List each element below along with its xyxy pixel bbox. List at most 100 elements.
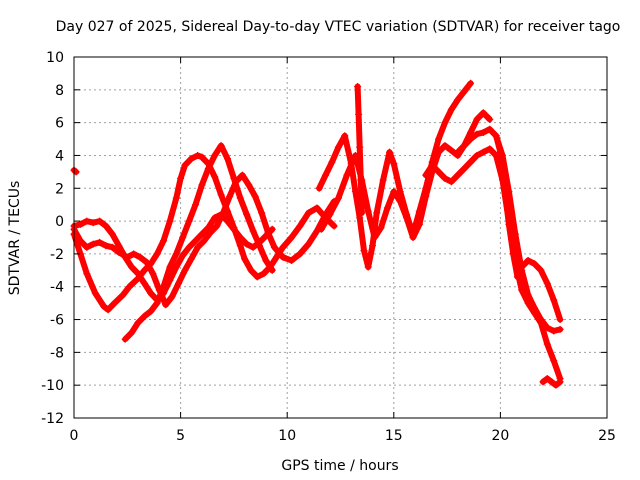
data-point-marker [115, 242, 123, 250]
y-tick-label: -4 [50, 280, 64, 296]
data-point-marker [172, 263, 180, 271]
data-point-marker [543, 340, 551, 348]
series-trace [316, 80, 474, 270]
data-point-marker [179, 234, 187, 241]
data-point-marker [236, 194, 244, 202]
data-point-marker [217, 191, 225, 199]
data-point-marker [390, 188, 398, 196]
data-point-marker [467, 128, 475, 136]
plot-frame [73, 56, 608, 419]
data-point-marker [343, 171, 351, 179]
data-point-marker [287, 256, 295, 264]
data-point-marker [441, 142, 449, 150]
data-point-marker [328, 158, 336, 166]
data-point-marker [136, 253, 144, 261]
data-point-marker [492, 132, 500, 140]
series-trace [71, 211, 276, 303]
data-point-marker [422, 192, 430, 200]
data-point-marker [236, 242, 244, 250]
data-point-marker [140, 312, 148, 320]
data-point-marker [166, 276, 174, 284]
data-point-marker [334, 143, 342, 151]
axis-ticks [73, 56, 608, 419]
data-point-marker [496, 148, 504, 156]
data-point-marker [313, 204, 321, 212]
data-point-marker [364, 207, 372, 215]
data-point-marker [245, 181, 253, 189]
data-point-marker [249, 227, 257, 235]
data-point-marker [268, 225, 276, 233]
data-point-marker [140, 279, 148, 287]
data-point-marker [501, 184, 509, 192]
data-point-marker [396, 197, 404, 205]
series-track-c [121, 142, 276, 343]
data-point-marker [198, 230, 206, 238]
data-point-marker [206, 229, 214, 237]
y-axis-label: SDTVAR / TECUs [7, 181, 23, 296]
data-point-marker [305, 209, 313, 217]
data-point-marker [168, 293, 176, 301]
series-track-g [354, 83, 366, 217]
data-point-marker [305, 240, 313, 248]
data-point-marker [360, 247, 368, 255]
data-point-marker [149, 270, 157, 278]
data-point-marker [230, 174, 238, 182]
data-point-marker [192, 201, 200, 209]
data-point-marker [198, 153, 206, 161]
data-point-marker [524, 256, 532, 264]
data-point-marker [296, 222, 304, 230]
data-point-marker [386, 148, 394, 156]
data-point-marker [322, 171, 330, 179]
data-point-marker [479, 128, 487, 136]
data-point-marker [236, 234, 244, 241]
data-point-marker [121, 335, 129, 343]
data-point-marker [255, 238, 263, 246]
data-point-marker [435, 168, 443, 176]
data-point-marker [270, 243, 278, 251]
data-point-marker [217, 142, 225, 150]
data-point-marker [177, 174, 185, 182]
data-point-marker [351, 188, 359, 196]
data-point-marker [147, 289, 155, 297]
data-point-marker [226, 192, 234, 200]
data-point-marker [96, 238, 104, 246]
data-point-marker [396, 188, 404, 196]
data-point-marker [524, 299, 532, 307]
data-point-marker [211, 214, 219, 222]
data-series [70, 79, 564, 389]
data-point-marker [315, 184, 323, 192]
data-point-marker [317, 225, 325, 233]
data-point-marker [383, 204, 391, 212]
data-point-marker [550, 327, 558, 335]
x-tick-label: 20 [491, 428, 509, 444]
data-point-marker [513, 273, 521, 281]
data-point-marker [102, 222, 110, 230]
data-point-marker [172, 194, 180, 202]
data-point-marker [211, 173, 219, 181]
series-track-e [315, 79, 475, 271]
data-point-marker [89, 240, 97, 248]
data-point-marker [326, 211, 334, 219]
data-point-marker [279, 243, 287, 251]
data-point-marker [537, 266, 545, 274]
data-point-marker [102, 242, 110, 250]
data-point-marker [390, 160, 398, 168]
data-point-marker [100, 302, 108, 310]
data-point-marker [187, 155, 195, 163]
data-point-marker [273, 253, 281, 261]
data-point-marker [153, 250, 161, 258]
data-point-marker [241, 255, 249, 263]
data-point-marker [181, 266, 189, 274]
data-point-marker [96, 217, 104, 225]
data-point-marker [358, 209, 366, 217]
data-point-marker [192, 237, 200, 245]
data-point-marker [539, 378, 547, 386]
data-point-marker [354, 83, 362, 91]
data-point-marker [473, 151, 481, 159]
data-point-marker [467, 79, 475, 87]
series-track-i [422, 145, 564, 383]
data-point-marker [543, 375, 551, 383]
data-point-marker [454, 96, 462, 104]
data-point-marker [479, 109, 487, 117]
data-point-marker [422, 171, 430, 179]
